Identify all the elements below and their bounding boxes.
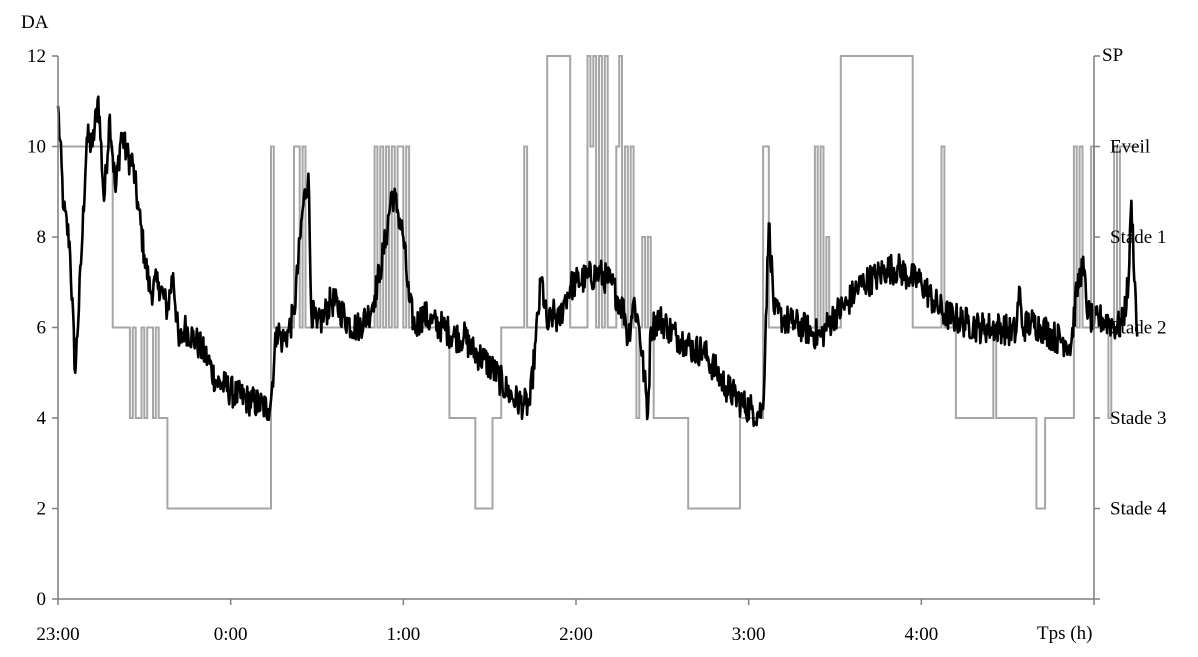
y-tick-label: 0 bbox=[37, 589, 47, 610]
da-series-layer bbox=[56, 95, 1139, 428]
right-axis-title: SP bbox=[1102, 45, 1123, 66]
right-tick-label: Eveil bbox=[1110, 137, 1150, 158]
sp-series-layer bbox=[58, 55, 1138, 510]
x-tick-label: 2:00 bbox=[559, 624, 593, 645]
y-tick-label: 8 bbox=[37, 227, 47, 248]
y-tick-label: 10 bbox=[27, 137, 46, 158]
y-tick-label: 12 bbox=[27, 46, 46, 67]
x-tick-label: 4:00 bbox=[904, 624, 938, 645]
x-axis-title: Tps (h) bbox=[1037, 623, 1092, 644]
right-tick-label: Stade 2 bbox=[1110, 318, 1166, 339]
sp-hypnogram-line bbox=[58, 55, 1138, 510]
y-tick-label: 6 bbox=[37, 318, 47, 339]
right-tick-label: Stade 1 bbox=[1110, 227, 1166, 248]
x-tick-label: 1:00 bbox=[386, 624, 420, 645]
right-tick-label: Stade 4 bbox=[1110, 499, 1167, 520]
y-tick-label: 4 bbox=[37, 408, 47, 429]
y-axis-title: DA bbox=[21, 12, 49, 33]
x-tick-label: 0:00 bbox=[214, 624, 248, 645]
ticks-layer: 0 2 4 6 8 10 12 Eveil Stade 1 Stade 2 Stade 3 Stade… bbox=[27, 46, 1167, 645]
y-tick-label: 2 bbox=[37, 499, 47, 520]
x-tick-label: 23:00 bbox=[36, 624, 79, 645]
da-signal-line bbox=[56, 95, 1139, 428]
x-tick-label: 3:00 bbox=[732, 624, 766, 645]
right-tick-label: Stade 3 bbox=[1110, 408, 1166, 429]
